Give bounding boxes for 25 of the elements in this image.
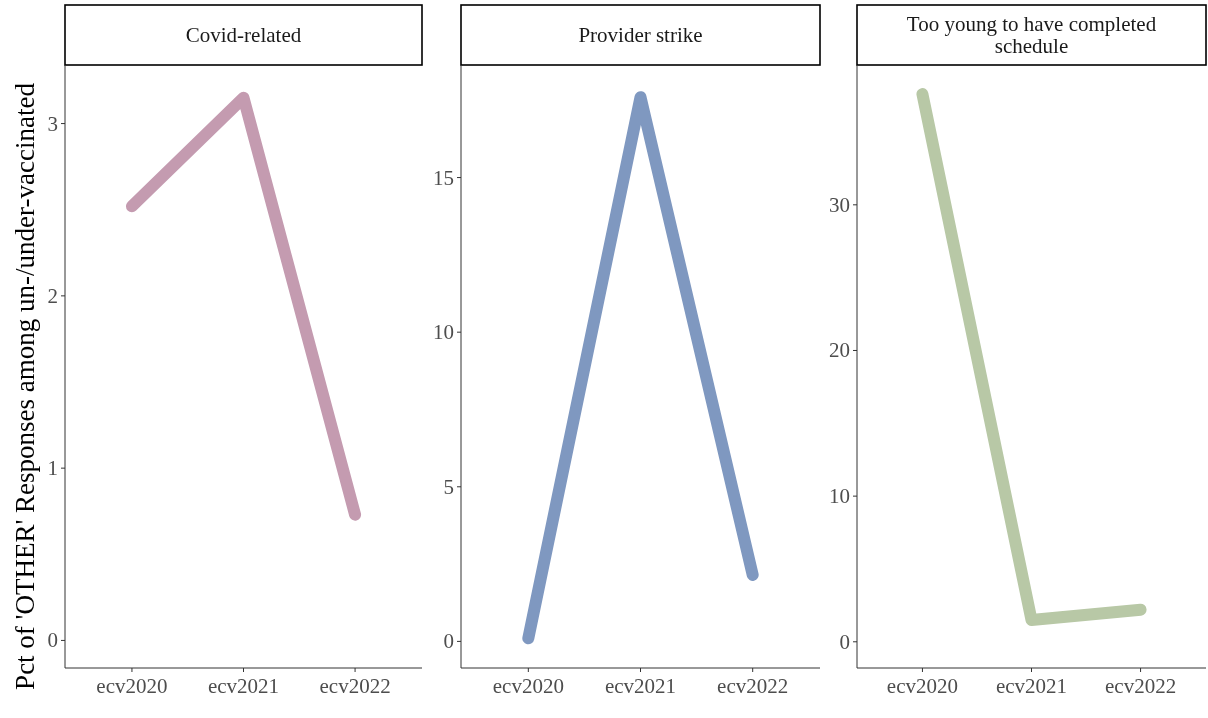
y-tick-label: 1	[47, 456, 58, 481]
y-tick-label: 10	[829, 484, 850, 509]
chart-title: Provider strike	[578, 23, 703, 47]
x-tick-label: ecv2022	[717, 674, 789, 698]
chart-title: Covid-related	[185, 23, 302, 47]
y-tick-label: 15	[433, 165, 454, 190]
chart-title: Too young to have completed schedule	[906, 12, 1157, 58]
x-tick-label: ecv2022	[1104, 674, 1177, 698]
y-tick-label: 3	[47, 111, 58, 136]
x-tick-label: ecv2020	[492, 674, 564, 698]
y-tick-label: 10	[433, 320, 454, 345]
y-tick-label: 20	[829, 338, 850, 363]
x-tick-label: ecv2020	[886, 674, 959, 698]
y-tick-label: 30	[829, 192, 850, 217]
y-tick-label: 0	[839, 629, 850, 654]
x-tick-label: ecv2022	[319, 674, 391, 698]
x-tick-label: ecv2021	[207, 674, 280, 698]
y-tick-label: 2	[47, 283, 58, 308]
x-tick-label: ecv2021	[995, 674, 1068, 698]
y-axis-title: Pct of 'OTHER' Responses among un-/under-vaccinated	[10, 82, 40, 690]
y-tick-label: 0	[47, 628, 58, 653]
x-tick-label: ecv2020	[96, 674, 168, 698]
y-tick-label: 5	[443, 474, 454, 499]
x-tick-label: ecv2021	[604, 674, 677, 698]
y-tick-label: 0	[443, 629, 454, 654]
